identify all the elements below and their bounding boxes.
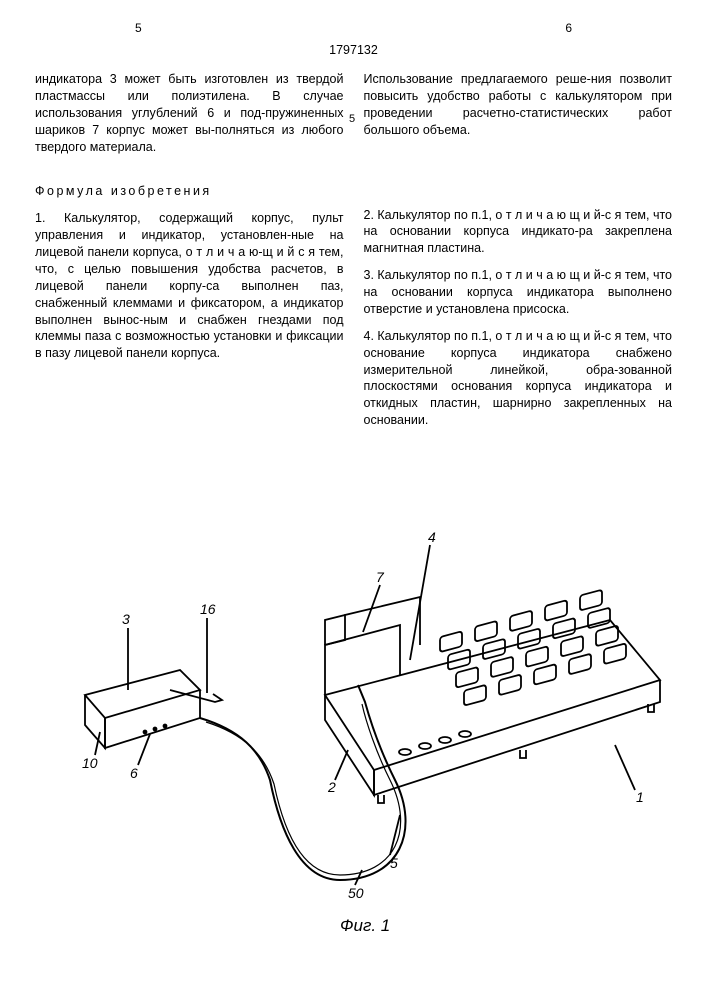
figure-drawing	[0, 470, 707, 940]
right-column: Использование предлагаемого реше-ния поз…	[364, 71, 673, 439]
formula-title: Формула изобретения	[35, 183, 344, 200]
label-6: 6	[130, 764, 138, 783]
figure-caption: Фиг. 1	[340, 915, 390, 938]
label-10: 10	[82, 754, 98, 773]
claim-2: 2. Калькулятор по п.1, о т л и ч а ю щ и…	[364, 207, 673, 258]
claim-3: 3. Калькулятор по п.1, о т л и ч а ю щ и…	[364, 267, 673, 318]
patent-number: 1797132	[35, 42, 672, 59]
figure-1: 3 16 7 4 1 2 10 6 50 5 Фиг. 1	[0, 470, 707, 1000]
label-1: 1	[636, 788, 644, 807]
para-left-1: индикатора 3 может быть изготовлен из тв…	[35, 71, 344, 155]
label-4: 4	[428, 528, 436, 547]
page-num-left: 5	[135, 20, 142, 36]
left-column: индикатора 3 может быть изготовлен из тв…	[35, 71, 344, 439]
claim-1: 1. Калькулятор, содержащий корпус, пульт…	[35, 210, 344, 362]
label-3: 3	[122, 610, 130, 629]
label-50: 50	[348, 884, 364, 903]
page-num-right: 6	[565, 20, 572, 36]
claim-4: 4. Калькулятор по п.1, о т л и ч а ю щ и…	[364, 328, 673, 429]
line-number-5: 5	[349, 112, 355, 127]
label-2: 2	[328, 778, 336, 797]
label-5: 5	[390, 854, 398, 873]
label-16: 16	[200, 600, 216, 619]
para-right-1: Использование предлагаемого реше-ния поз…	[364, 71, 673, 139]
label-7: 7	[376, 568, 384, 587]
